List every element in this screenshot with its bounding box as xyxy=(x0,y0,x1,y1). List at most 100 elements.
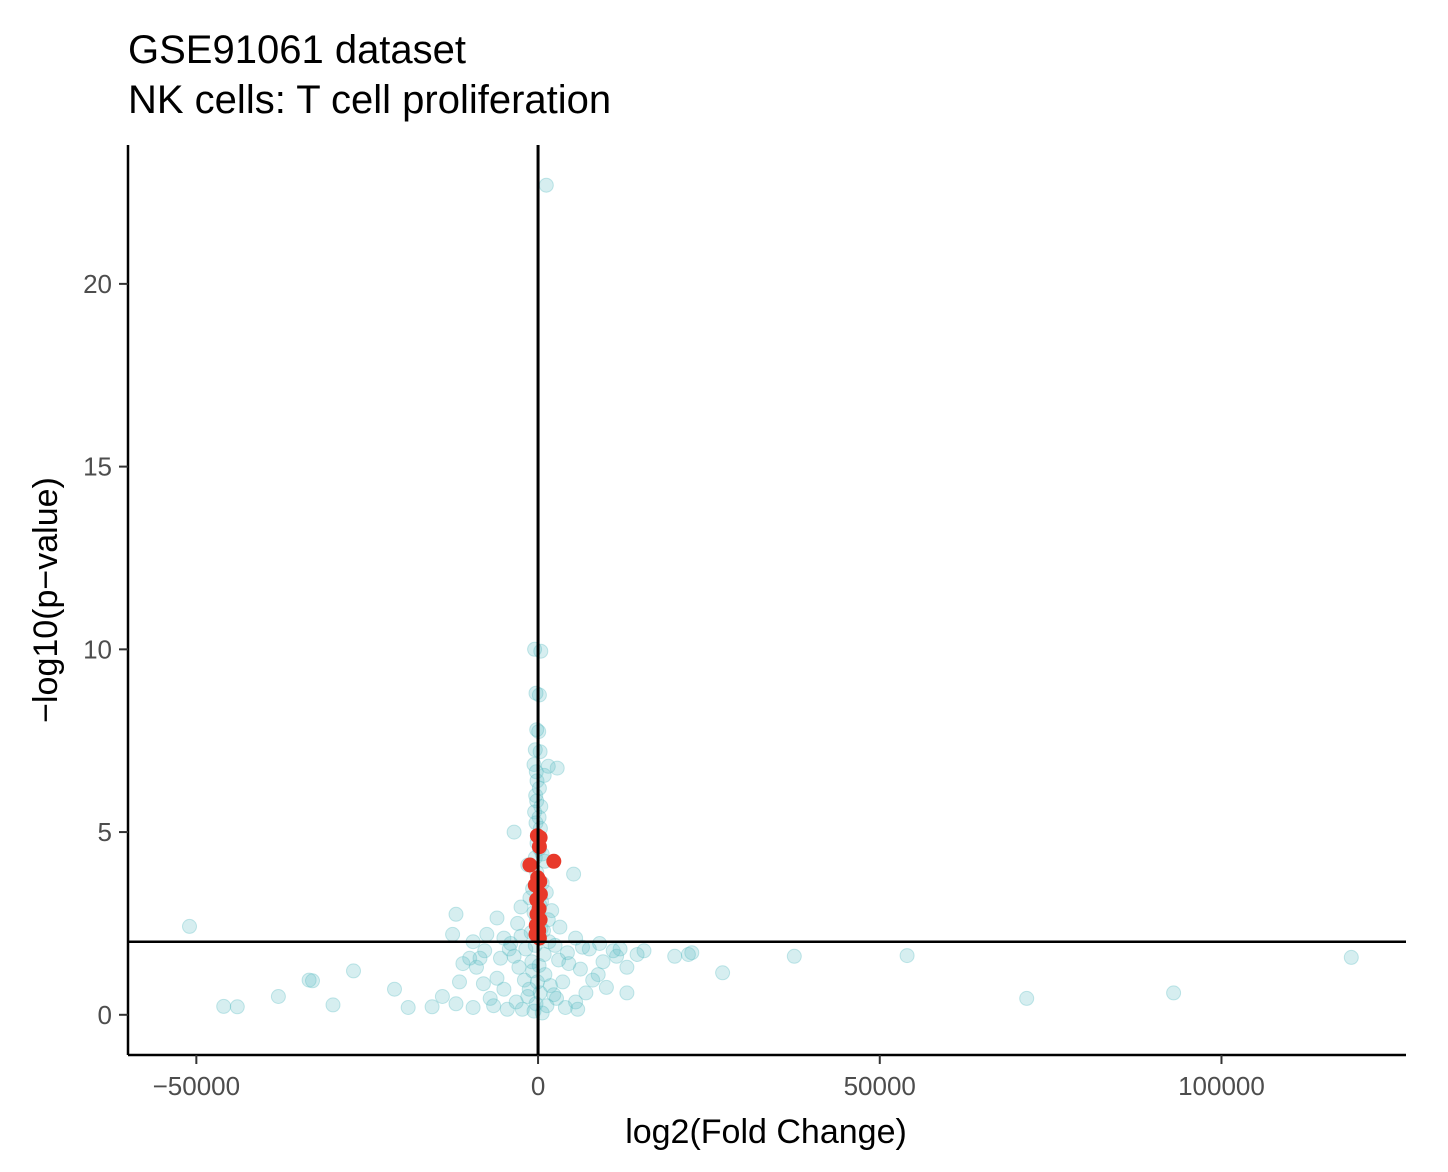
gene-point xyxy=(472,950,488,966)
gene-point xyxy=(513,899,529,915)
gene-point xyxy=(549,990,564,1006)
gene-point xyxy=(605,943,621,959)
gene-point xyxy=(568,994,584,1010)
gene-point xyxy=(636,943,652,959)
gene-point xyxy=(216,998,232,1014)
gene-point xyxy=(1166,985,1182,1001)
gene-point xyxy=(301,972,317,988)
y-tick-label: 20 xyxy=(83,269,112,299)
y-tick-label: 10 xyxy=(83,634,112,664)
gene-point xyxy=(557,1000,573,1015)
gene-point xyxy=(455,956,471,972)
gene-point xyxy=(549,760,565,776)
highlight-gene-point xyxy=(546,853,562,869)
gene-point xyxy=(510,915,526,931)
x-tick-label: −50000 xyxy=(153,1071,240,1101)
x-axis-title: log2(Fold Change) xyxy=(625,1113,907,1151)
gene-point xyxy=(680,947,696,962)
gene-point xyxy=(496,981,512,997)
gene-point xyxy=(619,959,635,975)
gene-point xyxy=(452,974,467,990)
gene-point xyxy=(532,744,548,760)
gene-point xyxy=(570,1001,586,1017)
gene-point xyxy=(575,939,590,955)
gene-point xyxy=(325,997,341,1013)
gene-point xyxy=(619,985,635,1001)
gene-point xyxy=(899,948,915,964)
gene-point xyxy=(520,989,536,1004)
gene-point xyxy=(511,959,527,975)
reference-lines xyxy=(128,145,1406,1055)
gene-point xyxy=(715,965,731,981)
gene-point xyxy=(462,950,478,966)
gene-point xyxy=(572,961,588,977)
gene-point xyxy=(479,926,495,942)
gene-point xyxy=(585,972,601,988)
gene-point xyxy=(598,979,614,995)
gene-point xyxy=(590,967,606,983)
gene-point xyxy=(493,950,508,966)
gene-point xyxy=(1343,949,1359,965)
gene-point xyxy=(528,764,544,780)
y-tick-label: 15 xyxy=(83,452,112,482)
gene-point xyxy=(521,981,537,997)
y-axis-title: −log10(p−value) xyxy=(27,477,65,723)
gene-point xyxy=(533,643,549,659)
chart-title: GSE91061 dataset xyxy=(128,28,467,72)
gene-point xyxy=(489,970,505,986)
gene-point xyxy=(592,936,608,951)
gene-point xyxy=(475,976,491,992)
gene-point xyxy=(551,952,567,968)
gene-point xyxy=(229,999,245,1015)
y-tick-label: 5 xyxy=(98,817,112,847)
gene-point xyxy=(305,973,320,989)
gene-point xyxy=(445,926,461,942)
gene-point xyxy=(578,985,594,1001)
gene-point xyxy=(486,998,502,1014)
x-tick-label: 100000 xyxy=(1178,1071,1265,1101)
gene-point xyxy=(400,1000,416,1015)
background-points xyxy=(182,177,1359,1021)
highlight-gene-point xyxy=(522,857,538,873)
gene-point xyxy=(489,910,505,926)
gene-point xyxy=(508,994,524,1010)
gene-point xyxy=(477,943,493,959)
gene-point xyxy=(542,978,558,994)
gene-point xyxy=(503,936,519,951)
gene-point xyxy=(448,906,464,922)
gene-point xyxy=(387,981,402,997)
gene-point xyxy=(448,996,464,1012)
gene-point xyxy=(525,963,541,979)
gene-point xyxy=(629,947,645,962)
gene-point xyxy=(465,1000,481,1015)
gene-point xyxy=(546,987,562,1003)
gene-point xyxy=(559,945,575,961)
gene-point xyxy=(595,954,611,970)
x-tick-label: 0 xyxy=(531,1071,545,1101)
gene-point xyxy=(538,177,554,193)
gene-point xyxy=(552,919,568,935)
gene-point xyxy=(346,963,361,979)
gene-point xyxy=(182,918,197,934)
axes xyxy=(126,145,1406,1057)
gene-point xyxy=(270,989,286,1004)
gene-point xyxy=(514,1001,530,1017)
ticks: −50000 0 50000 100000 0 5 10 15 20 xyxy=(83,269,1265,1101)
gene-point xyxy=(499,1001,515,1017)
gene-point xyxy=(1019,990,1035,1006)
gene-point xyxy=(434,989,450,1004)
y-tick-label: 0 xyxy=(98,1000,112,1030)
gene-point xyxy=(555,974,571,990)
gene-point xyxy=(482,990,498,1006)
gene-point xyxy=(609,948,625,964)
gene-point xyxy=(506,824,522,840)
gene-point xyxy=(501,941,517,957)
gene-point xyxy=(513,928,529,944)
gene-point xyxy=(566,866,582,882)
gene-point xyxy=(469,959,484,975)
gene-point xyxy=(424,999,440,1015)
gene-point xyxy=(539,998,555,1014)
gene-point xyxy=(684,945,700,961)
gene-point xyxy=(516,972,532,988)
